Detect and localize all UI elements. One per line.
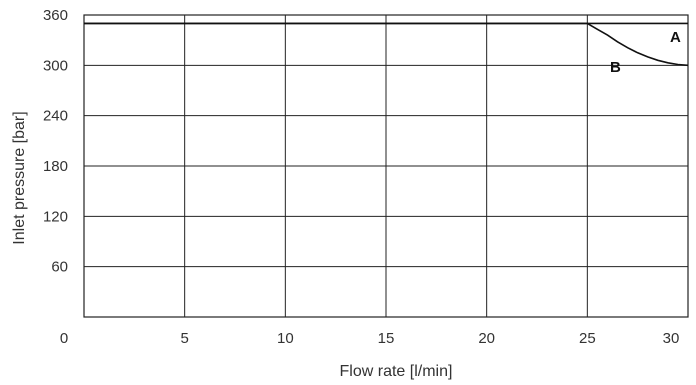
y-tick-label: 360 xyxy=(43,7,68,24)
x-tick-label: 25 xyxy=(579,330,596,347)
y-tick-label: 120 xyxy=(43,208,68,225)
y-tick-label: 60 xyxy=(51,259,68,276)
y-tick-label: 240 xyxy=(43,108,68,125)
x-tick-label: 20 xyxy=(478,330,495,347)
x-tick-label: 5 xyxy=(180,330,188,347)
plot-frame xyxy=(83,14,689,318)
series-label-b: B xyxy=(610,59,621,76)
y-tick-label: 300 xyxy=(43,57,68,74)
y-tick-label: 180 xyxy=(43,158,68,175)
x-tick-label: 30 xyxy=(663,330,680,347)
y-axis-label: Inlet pressure [bar] xyxy=(11,111,28,244)
y-tick-labels: 60 120 180 240 300 360 xyxy=(43,7,68,276)
x-tick-labels: 0 5 10 15 20 25 30 xyxy=(60,330,680,347)
x-tick-label: 10 xyxy=(277,330,294,347)
grid xyxy=(84,15,688,317)
x-tick-label: 15 xyxy=(378,330,395,347)
series-lines xyxy=(84,22,689,67)
series-line-b xyxy=(84,22,689,67)
series-label-a: A xyxy=(670,29,681,46)
series-labels: AB xyxy=(610,29,681,76)
x-axis-label: Flow rate [l/min] xyxy=(340,363,453,380)
x-tick-label: 0 xyxy=(60,330,68,347)
